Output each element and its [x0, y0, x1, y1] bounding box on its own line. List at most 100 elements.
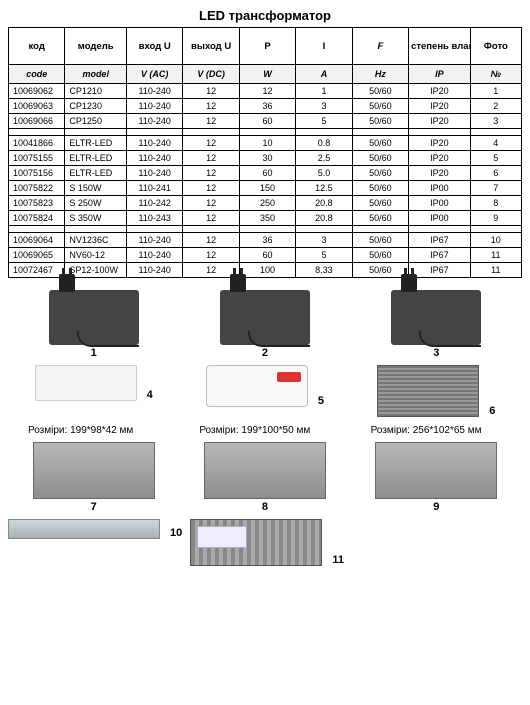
table-cell: 5	[296, 114, 352, 129]
table-cell: 20.8	[296, 196, 352, 211]
table-cell: IP20	[409, 151, 471, 166]
photo-9: 9	[351, 442, 522, 513]
table-cell: 12	[183, 99, 239, 114]
table-cell: 20.8	[296, 211, 352, 226]
sub-code: code	[9, 65, 65, 84]
photo-label: 8	[262, 501, 268, 513]
table-cell: IP00	[409, 181, 471, 196]
table-cell: NV60-12	[65, 248, 127, 263]
table-cell: 10069064	[9, 233, 65, 248]
photo-11: 11	[182, 519, 352, 566]
table-cell: 110-240	[126, 84, 182, 99]
dimensions-2: Розміри: 199*100*50 мм	[179, 425, 310, 436]
table-cell: 10075823	[9, 196, 65, 211]
table-cell: 50/60	[352, 136, 408, 151]
table-cell: 50/60	[352, 114, 408, 129]
table-row: 10075822S 150W110-2411215012.550/60IP007	[9, 181, 522, 196]
table-cell: 50/60	[352, 248, 408, 263]
table-cell: 350	[239, 211, 295, 226]
metal-psu-icon	[375, 442, 497, 499]
table-cell: IP67	[409, 263, 471, 278]
table-cell: 250	[239, 196, 295, 211]
slim-driver-icon	[8, 519, 160, 539]
table-cell: 50/60	[352, 233, 408, 248]
table-cell: 12	[183, 166, 239, 181]
table-cell: 12	[183, 84, 239, 99]
spec-table: код модель вход U выход U P I F степень …	[8, 27, 522, 278]
finned-psu-icon	[190, 519, 322, 566]
photo-label: 2	[262, 347, 268, 359]
table-cell: 10075822	[9, 181, 65, 196]
table-cell: 8.33	[296, 263, 352, 278]
table-cell: 5.0	[296, 166, 352, 181]
table-cell: 5	[296, 248, 352, 263]
col-model: модель	[65, 28, 127, 65]
table-cell: 110-240	[126, 151, 182, 166]
table-cell: IP20	[409, 166, 471, 181]
table-cell: 3	[296, 233, 352, 248]
photo-label: 3	[433, 347, 439, 359]
table-cell: 1	[296, 84, 352, 99]
table-row: 10075823S 250W110-2421225020.850/60IP008	[9, 196, 522, 211]
photo-5: 5	[179, 365, 350, 417]
table-cell: S 350W	[65, 211, 127, 226]
table-cell: 50/60	[352, 263, 408, 278]
table-cell: 10075156	[9, 166, 65, 181]
photo-label: 10	[170, 527, 182, 539]
table-cell: 60	[239, 166, 295, 181]
photo-3: 3	[351, 290, 522, 359]
photo-label: 9	[433, 501, 439, 513]
table-cell: 6	[470, 166, 521, 181]
photo-1: 1	[8, 290, 179, 359]
table-cell: 12	[183, 248, 239, 263]
table-cell: 10041866	[9, 136, 65, 151]
table-cell: 110-240	[126, 166, 182, 181]
table-cell: 150	[239, 181, 295, 196]
table-cell: 110-240	[126, 233, 182, 248]
dimensions-3: Розміри: 256*102*65 мм	[351, 425, 482, 436]
table-cell: NV1236C	[65, 233, 127, 248]
table-header-row: код модель вход U выход U P I F степень …	[9, 28, 522, 65]
table-cell: 100	[239, 263, 295, 278]
table-cell: 12	[183, 211, 239, 226]
table-cell: S 150W	[65, 181, 127, 196]
table-cell: 110-240	[126, 263, 182, 278]
col-w: P	[239, 28, 295, 65]
photo-7: 7	[8, 442, 179, 513]
col-hz: F	[352, 28, 408, 65]
photo-6: 6	[351, 365, 522, 417]
table-cell: 12	[183, 181, 239, 196]
table-cell: 9	[470, 211, 521, 226]
photo-label: 11	[332, 554, 344, 566]
mesh-psu-icon	[377, 365, 479, 417]
table-row: 10069066CP1250110-2401260550/60IP203	[9, 114, 522, 129]
driver-icon	[206, 365, 308, 407]
table-cell: 36	[239, 99, 295, 114]
sub-vdc: V (DC)	[183, 65, 239, 84]
dimensions-1: Розміри: 199*98*42 мм	[8, 425, 133, 436]
photo-label: 4	[147, 389, 153, 401]
table-cell: 110-240	[126, 114, 182, 129]
table-cell: 50/60	[352, 181, 408, 196]
sub-w: W	[239, 65, 295, 84]
page-title: LED трансформатор	[8, 8, 522, 23]
table-row: 10069063CP1230110-2401236350/60IP202	[9, 99, 522, 114]
table-cell: 2	[470, 99, 521, 114]
table-cell: CP1250	[65, 114, 127, 129]
table-cell: 50/60	[352, 166, 408, 181]
table-cell: 110-240	[126, 248, 182, 263]
photo-10: 10	[8, 519, 182, 566]
table-cell: IP00	[409, 211, 471, 226]
table-cell: 12	[183, 136, 239, 151]
table-cell: 12	[183, 114, 239, 129]
col-a: I	[296, 28, 352, 65]
table-cell: 10075155	[9, 151, 65, 166]
table-cell: 60	[239, 248, 295, 263]
table-row: 10069065NV60-12110-2401260550/60IP6711	[9, 248, 522, 263]
table-gap-row	[9, 226, 522, 233]
photo-4: 4	[8, 365, 179, 417]
table-cell: 50/60	[352, 151, 408, 166]
photo-label: 6	[489, 405, 495, 417]
table-cell: 11	[470, 248, 521, 263]
table-cell: 12	[183, 151, 239, 166]
